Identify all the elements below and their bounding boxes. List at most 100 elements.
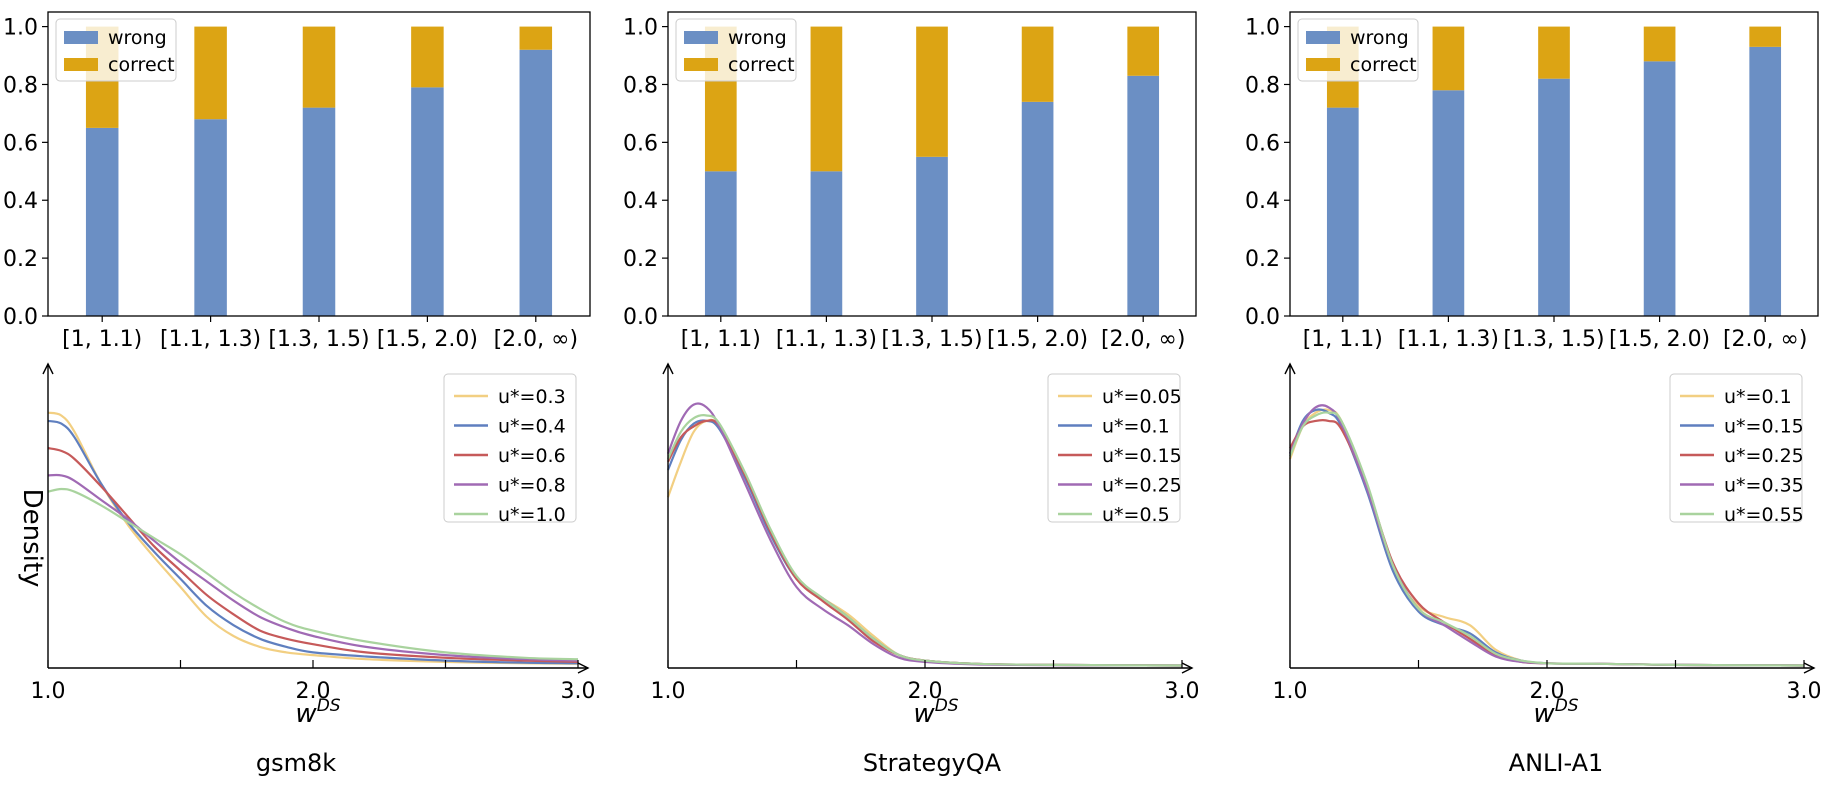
bar-correct-4	[1749, 26, 1782, 47]
legend: u*=0.1 u*=0.15 u*=0.25 u*=0.35 u*=0.55	[1669, 373, 1804, 526]
y-tick-label: 0.0	[1245, 305, 1280, 330]
density-line-u*=0.55	[1288, 411, 1805, 667]
legend-swatch-correct	[684, 58, 718, 71]
legend-label-u*=0.1: u*=0.1	[1102, 416, 1170, 438]
y-tick-label: 0.4	[623, 189, 658, 214]
x-tick-label: [1.1, 1.3)	[160, 327, 261, 352]
x-tick-label: 1.0	[651, 679, 686, 704]
x-tick-label: 2.0	[1530, 679, 1565, 704]
bar-correct-3	[1643, 26, 1676, 62]
y-tick-label: 1.0	[3, 16, 38, 41]
legend-label-correct: correct	[108, 54, 175, 76]
y-axis-arrow	[1284, 362, 1296, 375]
density-line-u*=0.8	[47, 473, 579, 662]
bar-wrong-4	[1127, 75, 1160, 317]
x-tick-label: [1, 1.1)	[681, 327, 761, 352]
x-tick-label: 2.0	[296, 679, 331, 704]
x-axis-label-wds-3: wDS	[1533, 696, 1578, 729]
x-tick-label: 3.0	[561, 679, 596, 704]
x-tick-label: 3.0	[1165, 679, 1200, 704]
x-axis-arrow	[1803, 662, 1816, 674]
x-tick-label: [1.1, 1.3)	[1398, 327, 1499, 352]
x-axis-label-sup: DS	[317, 696, 341, 716]
legend-label-u*=0.1: u*=0.1	[1724, 386, 1792, 408]
panel-caption-anli-a1: ANLI-A1	[1509, 749, 1604, 777]
legend: wrong correct	[1297, 18, 1419, 82]
density-line-u*=0.3	[47, 411, 579, 665]
x-axis-label-sup: DS	[1555, 696, 1579, 716]
legend-label-u*=0.15: u*=0.15	[1724, 416, 1804, 438]
y-tick-label: 1.0	[623, 16, 658, 41]
bar-wrong-2	[916, 156, 948, 316]
y-tick-label: 0.0	[3, 305, 38, 330]
legend-swatch-wrong	[1306, 31, 1340, 44]
y-tick-label: 0.6	[623, 131, 658, 156]
legend-swatch-wrong	[684, 31, 718, 44]
legend: u*=0.3 u*=0.4 u*=0.6 u*=0.8 u*=1.0	[443, 373, 577, 526]
bar-wrong-0	[704, 171, 737, 316]
y-axis-arrow	[42, 362, 54, 375]
x-tick-label: [1.3, 1.5)	[881, 327, 982, 352]
bar-correct-1	[194, 26, 227, 120]
bar-correct-3	[411, 26, 444, 88]
density-line-u*=0.4	[47, 419, 579, 665]
density-chart-strategyqa: 1.0 2.0 3.0u*=0.05u*=0.1u*=0.15u*=0.25u*=0…	[651, 362, 1200, 704]
bar-correct-2	[916, 26, 948, 157]
x-axis-arrow	[1181, 662, 1194, 674]
legend-swatch-correct	[1306, 58, 1340, 71]
legend-label-wrong: wrong	[108, 27, 167, 49]
panel-caption-gsm8k: gsm8k	[256, 749, 336, 777]
x-axis-label-sup: DS	[935, 696, 959, 716]
plot-frame	[47, 11, 591, 317]
bar-correct-2	[302, 26, 336, 108]
legend-label-u*=0.25: u*=0.25	[1102, 475, 1182, 497]
legend-label-u*=0.5: u*=0.5	[1102, 504, 1170, 526]
bar-wrong-3	[1643, 61, 1676, 317]
x-tick-label: 1.0	[31, 679, 66, 704]
bar-wrong-0	[85, 127, 119, 316]
density-chart-anli-a1: 1.0 2.0 3.0u*=0.1u*=0.15u*=0.25u*=0.35u*=0…	[1273, 362, 1822, 704]
y-tick-label: 0.2	[3, 247, 38, 272]
x-tick-label: [1.3, 1.5)	[1503, 327, 1604, 352]
y-axis-arrow	[662, 362, 674, 375]
y-tick-label: 0.4	[3, 189, 38, 214]
x-tick-label: [1.5, 2.0)	[1609, 327, 1710, 352]
y-tick-label: 0.6	[1245, 131, 1280, 156]
bar-charts: [1, 1.1) [1.1, 1.3) [1.3, 1.5) [1.5, 2.0) [2…	[3, 11, 1819, 352]
legend-label-u*=0.25: u*=0.25	[1724, 445, 1804, 467]
legend: wrong correct	[675, 18, 797, 82]
x-tick-label: 3.0	[1787, 679, 1822, 704]
plot-frame	[1289, 11, 1819, 317]
x-tick-label: [2.0, ∞)	[1723, 327, 1807, 352]
y-tick-label: 0.2	[1245, 247, 1280, 272]
bar-wrong-1	[810, 171, 843, 316]
bar-wrong-4	[1749, 46, 1782, 317]
y-tick-label: 0.8	[1245, 73, 1280, 98]
bar-wrong-4	[519, 49, 553, 317]
y-tick-label: 0.0	[623, 305, 658, 330]
legend: wrong correct	[55, 18, 177, 82]
x-axis-arrow	[577, 662, 590, 674]
x-axis-label-base: w	[913, 699, 935, 729]
density-line-u*=1.0	[47, 487, 579, 661]
y-tick-label: 1.0	[1245, 16, 1280, 41]
legend-swatch-wrong	[64, 31, 98, 44]
bar-chart-gsm8k: [1, 1.1) [1.1, 1.3) [1.3, 1.5) [1.5, 2.0) [2…	[3, 11, 591, 352]
bar-chart-strategyqa: [1, 1.1) [1.1, 1.3) [1.3, 1.5) [1.5, 2.0) [2…	[623, 11, 1197, 352]
legend-label-wrong: wrong	[728, 27, 787, 49]
legend-label-u*=0.4: u*=0.4	[498, 416, 566, 438]
y-tick-label: 0.8	[3, 73, 38, 98]
x-tick-label: [1.1, 1.3)	[776, 327, 877, 352]
density-chart-gsm8k: 1.0 2.0 3.0 u*=0.3 u*=0.4 u*=0.6 u*=0.8 u*=1.0	[31, 362, 596, 704]
x-axis-label-base: w	[1533, 699, 1555, 729]
x-tick-label: [1, 1.1)	[1303, 327, 1383, 352]
y-axis-label-density: Density	[17, 489, 47, 588]
bar-correct-2	[1538, 26, 1570, 79]
legend-label-correct: correct	[728, 54, 795, 76]
bar-correct-1	[810, 26, 843, 172]
panel-caption-strategyqa: StrategyQA	[863, 749, 1002, 777]
bar-correct-4	[1127, 26, 1160, 76]
legend-label-u*=0.6: u*=0.6	[498, 445, 566, 467]
bar-chart-anli-a1: [1, 1.1) [1.1, 1.3) [1.3, 1.5) [1.5, 2.0) [2…	[1245, 11, 1819, 352]
